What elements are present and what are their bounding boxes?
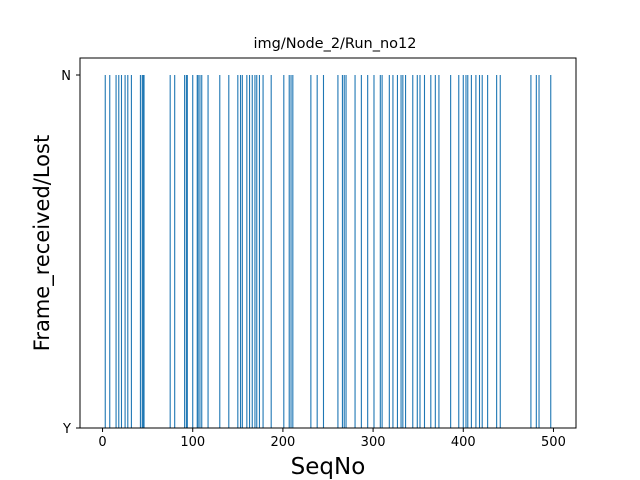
bar-seq-403 bbox=[465, 75, 467, 428]
bar-seq-238 bbox=[316, 75, 318, 428]
bar-seq-310 bbox=[381, 75, 383, 428]
bar-seq-437 bbox=[496, 75, 498, 428]
bar-seq-45 bbox=[142, 75, 144, 428]
bar-seq-481 bbox=[535, 75, 537, 428]
bar-seq-427 bbox=[487, 75, 489, 428]
x-tick-label: 300 bbox=[361, 435, 386, 450]
x-tick-label: 200 bbox=[270, 435, 295, 450]
bar-seq-414 bbox=[475, 75, 477, 428]
bar-seq-155 bbox=[241, 75, 243, 428]
bar-seq-178 bbox=[262, 75, 264, 428]
bar-seq-117 bbox=[207, 75, 209, 428]
bar-seq-280 bbox=[354, 75, 356, 428]
bar-seq-400 bbox=[462, 75, 464, 428]
bar-seq-418 bbox=[478, 75, 481, 428]
bar-seq-209 bbox=[290, 75, 292, 428]
bar-seq-386 bbox=[450, 75, 452, 428]
bar-seq-8 bbox=[109, 75, 111, 428]
bar-seq-153 bbox=[239, 75, 242, 428]
bar-seq-364 bbox=[430, 75, 432, 428]
plot-frame bbox=[79, 57, 577, 429]
bar-seq-166 bbox=[251, 75, 253, 428]
bar-seq-352 bbox=[419, 75, 421, 428]
bar-seq-308 bbox=[379, 75, 381, 428]
bar-seq-344 bbox=[412, 75, 414, 428]
bar-seq-322 bbox=[392, 75, 394, 428]
bar-seq-484 bbox=[538, 75, 540, 428]
bar-seq-373 bbox=[438, 75, 440, 428]
bar-seq-171 bbox=[256, 75, 258, 428]
bar-seq-331 bbox=[400, 75, 402, 428]
y-axis-label: Frame_received/Lost bbox=[30, 135, 55, 351]
bar-seq-18 bbox=[118, 75, 120, 428]
bar-seq-336 bbox=[405, 75, 407, 428]
x-tick-label: 100 bbox=[180, 435, 205, 450]
x-axis-ticks: 0 100 200 300 400 500 bbox=[98, 428, 566, 450]
bar-seq-21 bbox=[120, 75, 123, 428]
bar-seq-245 bbox=[322, 75, 325, 428]
bar-seq-421 bbox=[481, 75, 483, 428]
bar-seq-231 bbox=[310, 75, 312, 428]
bar-seq-187 bbox=[270, 75, 272, 428]
bar-seq-169 bbox=[254, 75, 256, 428]
bar-seq-301 bbox=[373, 75, 375, 428]
bar-seq-28 bbox=[127, 75, 129, 428]
bar-seq-369 bbox=[434, 75, 436, 428]
chart-title: img/Node_2/Run_no12 bbox=[253, 36, 416, 52]
bar-seq-294 bbox=[367, 75, 369, 428]
y-axis-ticks: YN bbox=[61, 69, 80, 437]
bar-seq-268 bbox=[343, 75, 345, 428]
bar-seq-25 bbox=[124, 75, 126, 428]
bar-seq-100 bbox=[192, 75, 194, 428]
x-tick-label: 400 bbox=[451, 435, 476, 450]
bar-seq-357 bbox=[423, 75, 426, 428]
x-tick-label: 0 bbox=[98, 435, 106, 450]
bar-seq-110 bbox=[201, 75, 203, 428]
bar-seq-207 bbox=[288, 75, 290, 428]
bar-seq-44 bbox=[141, 75, 143, 428]
bar-seq-395 bbox=[458, 75, 460, 428]
bar-seq-475 bbox=[530, 75, 532, 428]
bar-seq-163 bbox=[248, 75, 251, 428]
bars-group bbox=[104, 75, 552, 428]
bar-seq-93 bbox=[185, 75, 187, 428]
bar-seq-327 bbox=[396, 75, 398, 428]
bar-seq-270 bbox=[345, 75, 347, 428]
bar-seq-441 bbox=[499, 75, 501, 428]
bar-seq-409 bbox=[470, 75, 472, 428]
bar-seq-405 bbox=[467, 75, 469, 428]
bar-seq-150 bbox=[237, 75, 239, 428]
bar-seq-318 bbox=[388, 75, 390, 428]
bar-seq-105 bbox=[196, 75, 198, 428]
bar-seq-266 bbox=[341, 75, 343, 428]
bar-seq-15 bbox=[115, 75, 117, 428]
bar-seq-130 bbox=[219, 75, 221, 428]
bar-seq-3 bbox=[104, 75, 106, 428]
y-tick-label: N bbox=[61, 69, 71, 84]
bar-seq-91 bbox=[184, 75, 186, 428]
bar-seq-140 bbox=[228, 75, 230, 428]
bar-seq-349 bbox=[416, 75, 418, 428]
bar-seq-287 bbox=[360, 75, 362, 428]
y-tick-label: Y bbox=[62, 422, 71, 437]
bar-seq-108 bbox=[199, 75, 201, 428]
bar-seq-80 bbox=[174, 75, 176, 428]
bar-seq-46 bbox=[143, 75, 145, 428]
bar-seq-106 bbox=[197, 75, 199, 428]
bar-seq-211 bbox=[292, 75, 294, 428]
bar-seq-261 bbox=[337, 75, 339, 428]
bar-seq-94 bbox=[186, 75, 188, 428]
bar-seq-174 bbox=[258, 75, 261, 428]
x-tick-label: 500 bbox=[541, 435, 566, 450]
bar-seq-333 bbox=[402, 75, 404, 428]
x-axis-label: SeqNo bbox=[291, 454, 366, 480]
bar-seq-497 bbox=[550, 75, 552, 428]
bar-seq-160 bbox=[246, 75, 248, 428]
bar-seq-42 bbox=[139, 75, 141, 428]
bar-seq-32 bbox=[130, 75, 132, 428]
bar-seq-75 bbox=[169, 75, 171, 428]
bar-seq-201 bbox=[283, 75, 285, 428]
